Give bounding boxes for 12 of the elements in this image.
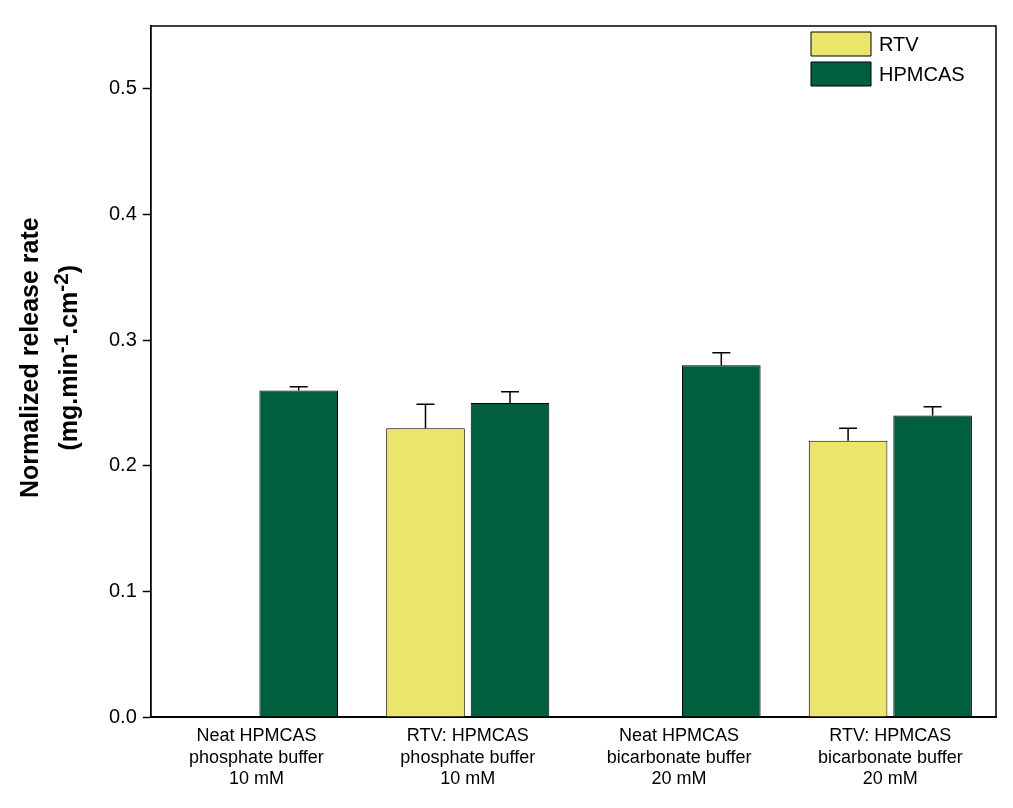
legend-label: HPMCAS (879, 62, 965, 85)
y-tick-label: 0.1 (108, 579, 137, 602)
x-tick-label: Neat HPMCAS bicarbonate buffer 20 mM (606, 724, 752, 789)
legend-label: RTV (879, 32, 920, 55)
y-tick-label: 0.4 (108, 202, 137, 225)
x-tick-label: RTV: HPMCAS phosphate buffer 10 mM (400, 724, 536, 789)
x-tick-label: RTV: HPMCAS bicarbonate buffer 20 mM (817, 724, 963, 789)
y-tick-label: 0.2 (108, 453, 137, 476)
y-tick-label: 0.0 (108, 704, 137, 727)
y-tick-label: 0.5 (108, 76, 137, 99)
x-tick-label: Neat HPMCAS phosphate buffer 10 mM (189, 724, 324, 789)
y-tick-label: 0.3 (108, 327, 137, 350)
